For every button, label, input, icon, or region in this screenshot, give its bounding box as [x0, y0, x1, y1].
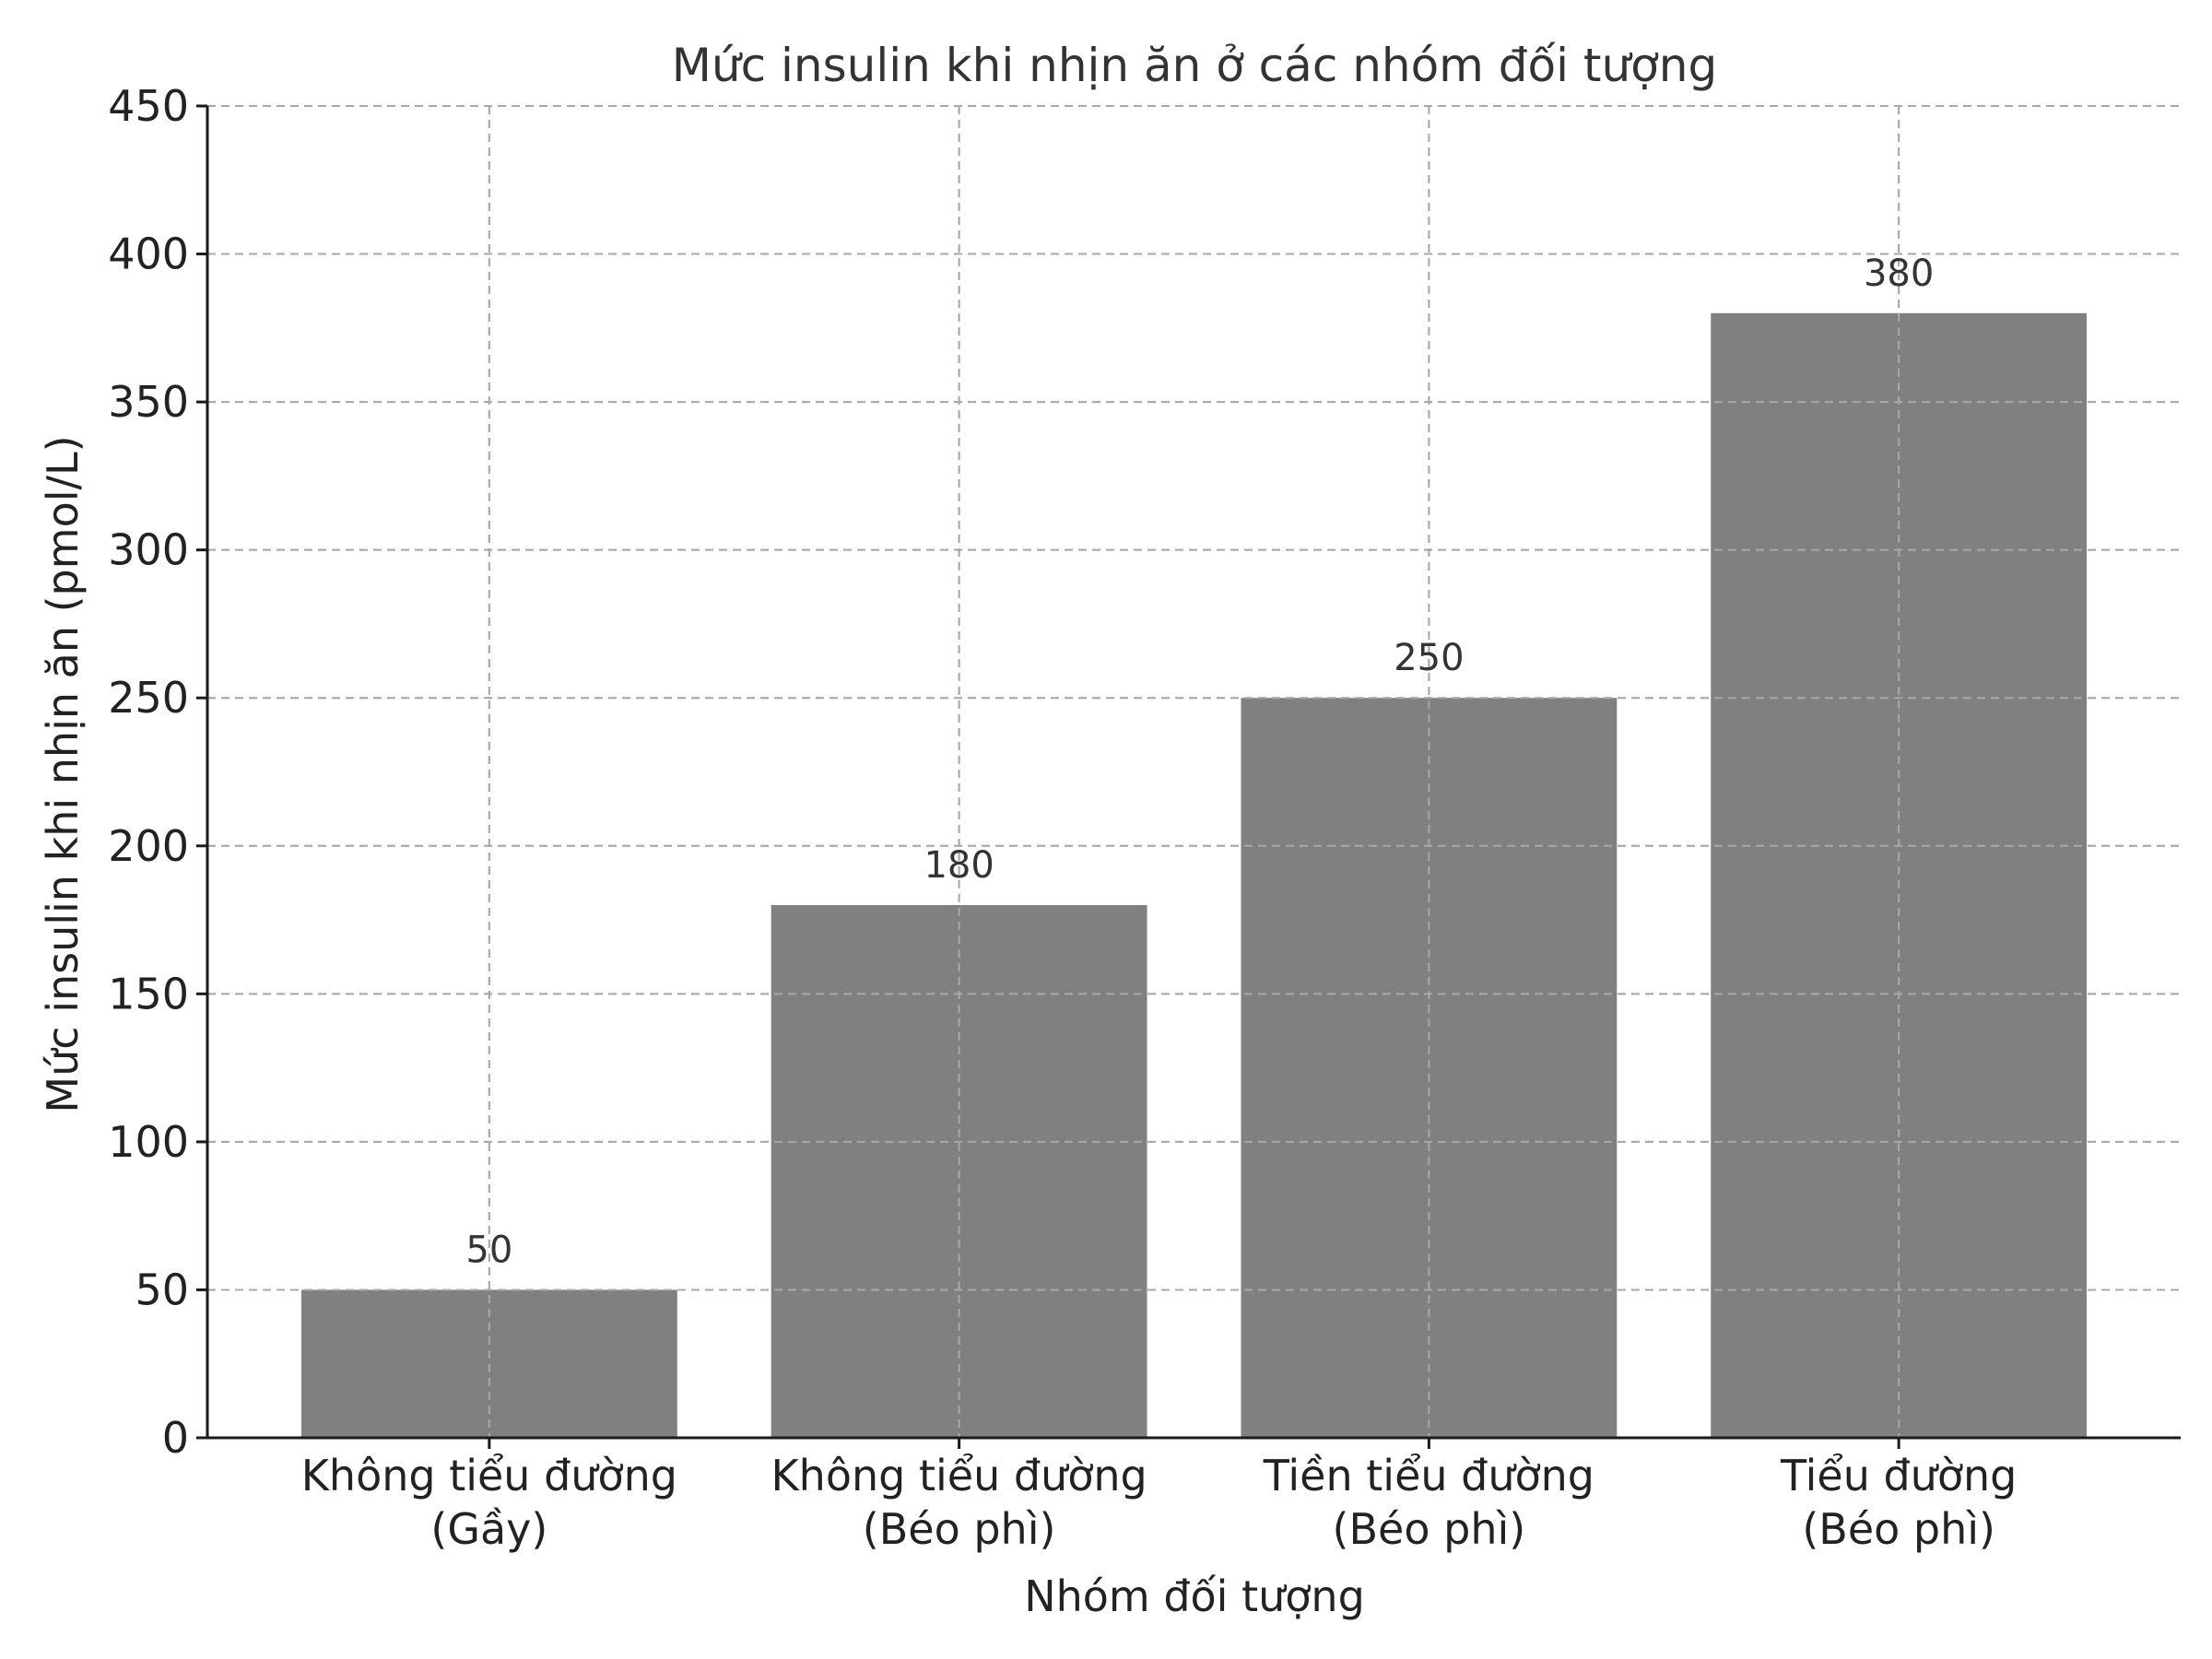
- y-tick-label: 450: [108, 81, 189, 131]
- x-tick-label: Tiền tiểu đường: [1263, 1451, 1594, 1500]
- y-tick-label: 50: [135, 1265, 189, 1314]
- y-tick-label: 250: [108, 673, 189, 723]
- bars: [207, 105, 2181, 1438]
- y-tick-label: 350: [108, 377, 189, 427]
- x-tick-label: Không tiểu đường: [771, 1451, 1147, 1500]
- y-tick-label: 300: [108, 525, 189, 575]
- chart-title: Mức insulin khi nhịn ăn ở các nhóm đối t…: [672, 39, 1717, 92]
- labels: 0 50 100 150 200 250 300 350 400 450 Không tiểu đư…: [108, 81, 2017, 1554]
- x-tick-label: (Béo phì): [1802, 1504, 1995, 1554]
- axes: [196, 104, 2181, 1449]
- y-axis-label: Mức insulin khi nhịn ăn (pmol/L): [38, 435, 88, 1112]
- x-tick-label: (Béo phì): [863, 1504, 1056, 1554]
- y-tick-label: 0: [162, 1413, 189, 1463]
- x-tick-label: (Béo phì): [1333, 1504, 1526, 1554]
- x-tick-label: Không tiểu đường: [301, 1451, 677, 1500]
- data-label: 180: [924, 844, 994, 887]
- y-tick-label: 100: [108, 1117, 189, 1167]
- data-label: 380: [1864, 253, 1934, 295]
- data-label: 250: [1394, 637, 1464, 679]
- y-tick-label: 400: [108, 229, 189, 279]
- x-tick-label: (Gầy): [430, 1504, 547, 1554]
- data-label: 50: [465, 1229, 512, 1271]
- x-tick-label: Tiểu đường: [1780, 1451, 2017, 1500]
- y-tick-label: 150: [108, 969, 189, 1018]
- y-tick-label: 200: [108, 821, 189, 871]
- x-axis-label: Nhóm đối tượng: [1024, 1571, 1365, 1621]
